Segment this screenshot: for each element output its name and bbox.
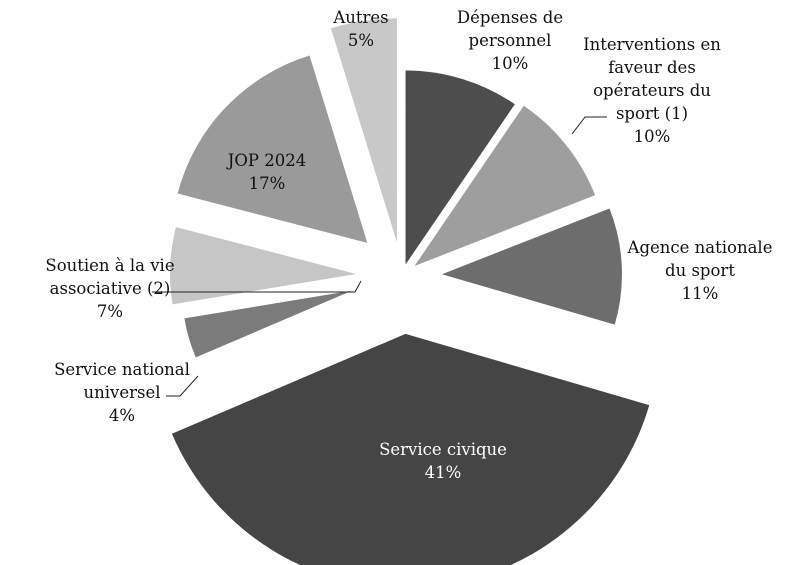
slice-value-label: 17%	[249, 174, 286, 193]
slice-label-line: Agence nationale	[627, 238, 773, 257]
pie-slice-agence-nationale-du-sport	[441, 208, 622, 325]
slice-label-line: Autres	[332, 8, 388, 27]
slice-value-label: 10%	[634, 127, 671, 146]
leader-line-service-national-universel	[166, 375, 199, 397]
pie-slice-jop-2024	[177, 55, 368, 243]
pie-slice-service-national-universel	[184, 290, 353, 358]
leader-lines	[152, 116, 607, 397]
slice-label-line: Dépenses de	[457, 8, 563, 27]
pie-slice-depenses-de-personnel	[405, 70, 515, 265]
slice-value-label: 11%	[682, 284, 719, 303]
slice-label-line: Interventions en	[583, 35, 721, 54]
slice-label-line: JOP 2024	[226, 151, 306, 170]
slice-label-line: faveur des	[608, 58, 696, 77]
pie-slice-soutien-a-la-vie-associative-2	[170, 227, 357, 305]
slice-value-label: 10%	[492, 54, 529, 73]
slice-label-line: personnel	[469, 31, 552, 50]
pie-slices	[170, 18, 650, 565]
slice-value-label: 7%	[97, 302, 123, 321]
slice-label-line: associative (2)	[50, 279, 171, 298]
leader-line-interventions-en-faveur-des-operateurs-du-sport-1	[571, 116, 607, 135]
slice-label-interventions-en-faveur-des-operateurs-du-sport-1: Interventions en faveur des opérateurs du s…	[583, 35, 721, 146]
pie-slice-autres	[330, 18, 397, 243]
slice-label-agence-nationale-du-sport: Agence nationale du sport 11%	[627, 238, 773, 303]
slice-label-service-civique: Service civique 41%	[379, 440, 507, 482]
pie-slice-service-civique	[171, 333, 650, 565]
slice-label-line: Service national	[54, 360, 190, 379]
slice-label-line: opérateurs du	[593, 81, 711, 100]
leader-line-soutien-a-la-vie-associative-2	[152, 280, 362, 293]
slice-label-line: Soutien à la vie	[45, 256, 174, 275]
slice-label-line: sport (1)	[616, 104, 688, 123]
slice-value-label: 4%	[109, 406, 135, 425]
slice-labels: Dépenses de personnel 10% Interventions en f…	[45, 8, 772, 482]
slice-label-line: du sport	[665, 261, 735, 280]
slice-label-line: Service civique	[379, 440, 507, 459]
slice-value-label: 41%	[425, 463, 462, 482]
slice-label-soutien-a-la-vie-associative-2: Soutien à la vie associative (2) 7%	[45, 256, 174, 321]
slice-label-line: universel	[83, 383, 160, 402]
slice-label-depenses-de-personnel: Dépenses de personnel 10%	[457, 8, 563, 73]
slice-label-autres: Autres 5%	[332, 8, 388, 50]
slice-label-service-national-universel: Service national universel 4%	[54, 360, 190, 425]
pie-slice-interventions-en-faveur-des-operateurs-du-sport-1	[414, 105, 596, 267]
slice-value-label: 5%	[348, 31, 374, 50]
slice-label-jop-2024: JOP 2024 17%	[226, 151, 306, 193]
